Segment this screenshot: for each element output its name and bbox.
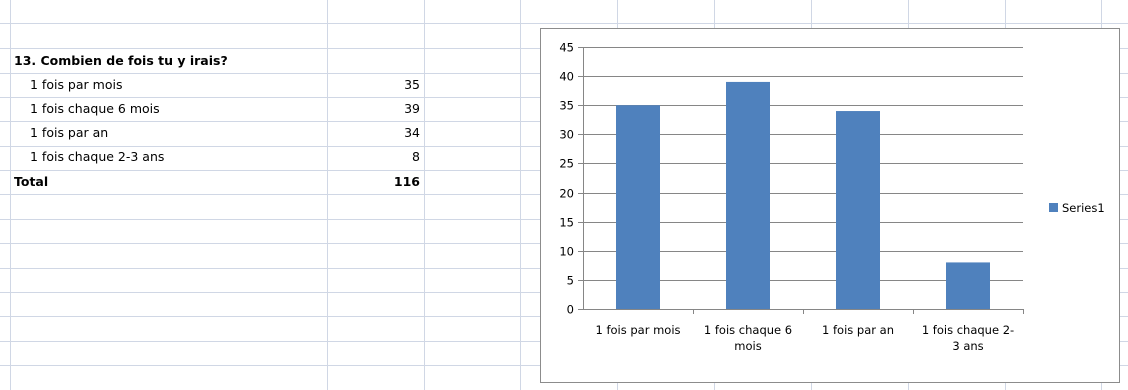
y-tick-label: 45 bbox=[559, 41, 574, 55]
bar bbox=[616, 105, 660, 309]
y-tick-label: 20 bbox=[559, 187, 574, 201]
row-value[interactable]: 39 bbox=[404, 101, 420, 116]
legend-swatch bbox=[1049, 203, 1058, 212]
row-value[interactable]: 8 bbox=[412, 149, 420, 164]
total-label[interactable]: Total bbox=[14, 174, 49, 189]
row-label[interactable]: 1 fois par an bbox=[30, 125, 109, 140]
row-label[interactable]: 1 fois par mois bbox=[30, 77, 123, 92]
y-tick-label: 25 bbox=[559, 157, 574, 171]
row-value[interactable]: 35 bbox=[404, 77, 420, 92]
y-tick-label: 30 bbox=[559, 128, 574, 142]
x-tick-label: 1 fois chaque 6 bbox=[704, 323, 792, 337]
y-tick-label: 5 bbox=[567, 274, 574, 288]
y-tick-label: 10 bbox=[559, 245, 574, 259]
bar-chart[interactable]: 0 5 10 15 20 25 30 35 40 45 1 fois par mois 1 fois … bbox=[540, 28, 1120, 383]
y-tick-label: 40 bbox=[559, 70, 574, 84]
y-tick-label: 0 bbox=[567, 303, 574, 317]
x-tick-label: 1 fois chaque 2- bbox=[922, 323, 1014, 337]
x-tick-label: 1 fois par mois bbox=[595, 323, 680, 337]
table-title[interactable]: 13. Combien de fois tu y irais? bbox=[14, 53, 228, 68]
row-label[interactable]: 1 fois chaque 6 mois bbox=[30, 101, 160, 116]
chart-canvas: 0 5 10 15 20 25 30 35 40 45 1 fois par mois 1 fois … bbox=[559, 41, 1105, 354]
x-tick-label: 1 fois par an bbox=[822, 323, 894, 337]
row-label[interactable]: 1 fois chaque 2-3 ans bbox=[30, 149, 165, 164]
y-tick-label: 35 bbox=[559, 99, 574, 113]
bar bbox=[726, 81, 770, 309]
bar bbox=[836, 111, 880, 310]
row-value[interactable]: 34 bbox=[404, 125, 420, 140]
x-tick-label: 3 ans bbox=[952, 339, 983, 353]
legend-label: Series1 bbox=[1062, 201, 1105, 215]
x-tick-label: mois bbox=[734, 339, 761, 353]
total-value[interactable]: 116 bbox=[393, 174, 420, 189]
y-tick-label: 15 bbox=[559, 216, 574, 230]
bar bbox=[946, 262, 990, 309]
